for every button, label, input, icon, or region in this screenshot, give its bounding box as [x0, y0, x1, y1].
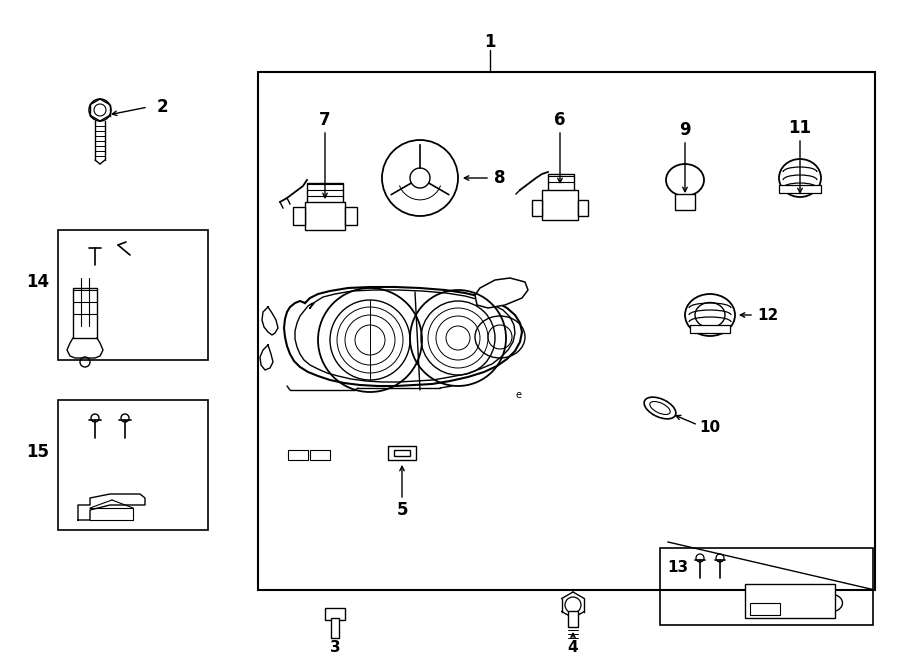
Text: 2: 2 — [157, 98, 167, 116]
Bar — [325, 608, 345, 620]
Bar — [675, 194, 695, 210]
Text: 10: 10 — [699, 420, 721, 436]
Text: 12: 12 — [758, 307, 778, 323]
Bar — [532, 200, 542, 216]
Bar — [288, 450, 308, 460]
Polygon shape — [262, 307, 278, 335]
Polygon shape — [78, 494, 145, 520]
Bar — [258, 72, 875, 590]
Bar — [745, 584, 835, 618]
Bar — [660, 548, 873, 625]
Text: 7: 7 — [320, 111, 331, 129]
Polygon shape — [475, 278, 528, 308]
Text: 14: 14 — [26, 273, 50, 291]
Bar — [568, 611, 578, 627]
Text: 11: 11 — [788, 119, 812, 137]
Bar — [394, 450, 410, 456]
Bar — [345, 207, 357, 225]
Bar — [779, 185, 821, 193]
Bar — [548, 174, 574, 192]
Bar — [73, 288, 97, 338]
Text: 1: 1 — [484, 33, 496, 51]
Text: 15: 15 — [26, 443, 50, 461]
Polygon shape — [260, 345, 273, 370]
Bar — [307, 183, 343, 205]
Text: e: e — [515, 390, 521, 400]
Text: 4: 4 — [568, 641, 579, 656]
Bar — [578, 200, 588, 216]
Bar — [58, 230, 208, 360]
Text: 3: 3 — [329, 641, 340, 656]
Text: 9: 9 — [680, 121, 691, 139]
Bar — [690, 325, 730, 333]
Text: 5: 5 — [396, 501, 408, 519]
Bar — [388, 446, 416, 460]
Text: 8: 8 — [494, 169, 506, 187]
Bar — [331, 618, 339, 638]
Text: 6: 6 — [554, 111, 566, 129]
Bar — [305, 202, 345, 230]
Bar — [542, 190, 578, 220]
Bar — [750, 603, 780, 615]
Text: 13: 13 — [668, 561, 688, 576]
Bar — [310, 450, 330, 460]
Bar — [293, 207, 305, 225]
Bar — [58, 400, 208, 530]
